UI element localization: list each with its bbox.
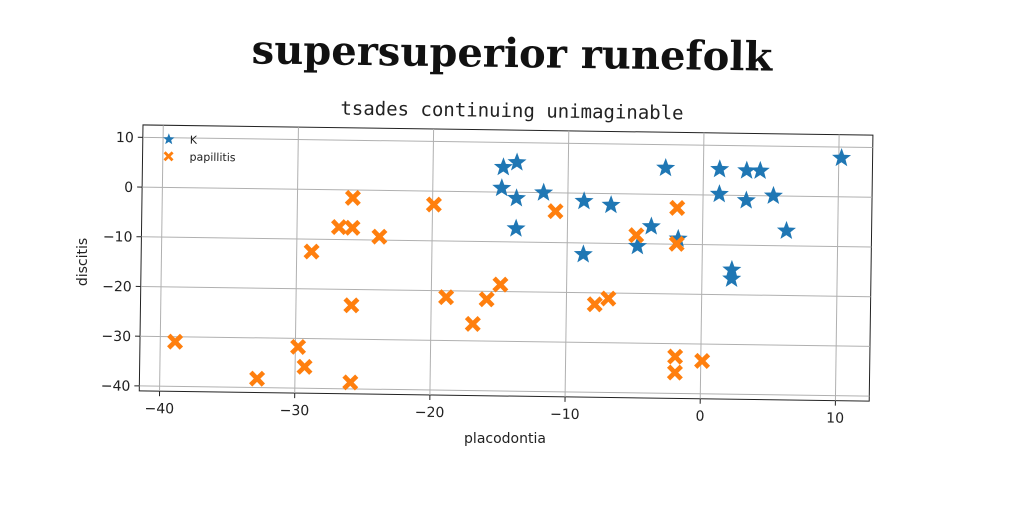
x-gridline	[699, 132, 705, 399]
x-gridline	[564, 130, 570, 397]
x-tick-label: −10	[550, 407, 580, 423]
data-point-papillitis	[668, 235, 685, 252]
data-point-papillitis	[478, 291, 495, 308]
data-point-k	[737, 160, 757, 179]
x-tick-label: −30	[280, 403, 310, 419]
data-point-papillitis	[249, 370, 266, 387]
y-gridline	[139, 385, 870, 397]
data-point-k	[574, 191, 594, 210]
data-point-papillitis	[666, 364, 683, 381]
data-point-papillitis	[667, 348, 684, 365]
data-point-papillitis	[344, 219, 361, 236]
legend-star-icon	[163, 133, 175, 145]
data-point-papillitis	[330, 219, 348, 236]
data-point-papillitis	[464, 315, 481, 333]
axis-ticks: −40 −30 −20 −10 0 10 10 0 −10 −20 −30 −40	[101, 130, 845, 427]
y-gridline	[141, 236, 872, 248]
data-point-k	[776, 220, 796, 240]
data-point-papillitis	[669, 199, 686, 217]
data-point-k	[710, 159, 730, 178]
x-tick-label: 0	[695, 409, 704, 425]
data-point-papillitis	[167, 333, 184, 350]
data-point-k	[763, 185, 783, 205]
y-gridline	[142, 186, 873, 198]
data-point-papillitis	[694, 352, 711, 370]
data-point-papillitis	[438, 289, 455, 306]
data-point-k	[507, 152, 527, 171]
data-marks	[167, 148, 852, 391]
plot-area: −40 −30 −20 −10 0 10 10 0 −10 −20 −30 −40 K papilli…	[101, 124, 874, 427]
data-point-k	[750, 160, 770, 180]
data-point-k	[506, 218, 526, 237]
data-point-papillitis	[342, 374, 359, 391]
data-point-k	[736, 190, 756, 209]
data-point-papillitis	[343, 297, 360, 314]
data-point-papillitis	[425, 196, 442, 213]
plot-frame	[138, 124, 874, 402]
x-tick-label: 10	[826, 411, 844, 427]
x-axis-label: placodontia	[464, 431, 546, 447]
data-point-papillitis	[600, 290, 617, 307]
legend-x-icon	[163, 151, 174, 162]
y-tick-label: −40	[101, 378, 131, 394]
y-tick-label: −20	[102, 279, 132, 295]
data-point-papillitis	[290, 338, 307, 355]
data-point-k	[492, 178, 512, 197]
data-point-k	[628, 236, 648, 255]
y-tick-label: 10	[116, 130, 134, 146]
data-point-papillitis	[296, 358, 313, 375]
y-tick-label: −30	[101, 329, 131, 345]
data-point-k	[641, 216, 661, 235]
data-point-papillitis	[492, 276, 509, 293]
y-tick-label: 0	[124, 180, 133, 196]
data-point-k	[722, 268, 742, 288]
data-point-papillitis	[344, 189, 361, 207]
x-tick-label: −20	[415, 405, 445, 421]
legend: K papillitis	[163, 133, 236, 164]
legend-label-papillitis: papillitis	[189, 151, 235, 165]
data-point-papillitis	[628, 227, 645, 244]
data-point-k	[832, 148, 852, 167]
data-point-k	[668, 228, 688, 247]
y-axis-label: discitis	[75, 238, 91, 286]
data-point-papillitis	[371, 228, 388, 245]
y-gridline	[140, 335, 870, 347]
x-gridline	[159, 125, 164, 392]
x-gridline	[834, 134, 840, 401]
data-point-papillitis	[303, 243, 320, 260]
y-gridline	[142, 136, 873, 149]
x-gridline	[429, 128, 435, 395]
legend-label-k: K	[190, 134, 198, 147]
y-tick-label: −10	[103, 229, 133, 245]
data-point-k	[506, 188, 527, 207]
x-tick-label: −40	[144, 401, 174, 417]
data-point-papillitis	[586, 296, 603, 313]
data-point-k	[656, 158, 676, 177]
data-point-k	[493, 157, 513, 176]
data-point-k	[601, 195, 621, 214]
data-point-k	[534, 182, 554, 201]
data-point-k	[709, 184, 729, 203]
data-point-k	[573, 244, 593, 263]
data-point-papillitis	[547, 203, 564, 220]
